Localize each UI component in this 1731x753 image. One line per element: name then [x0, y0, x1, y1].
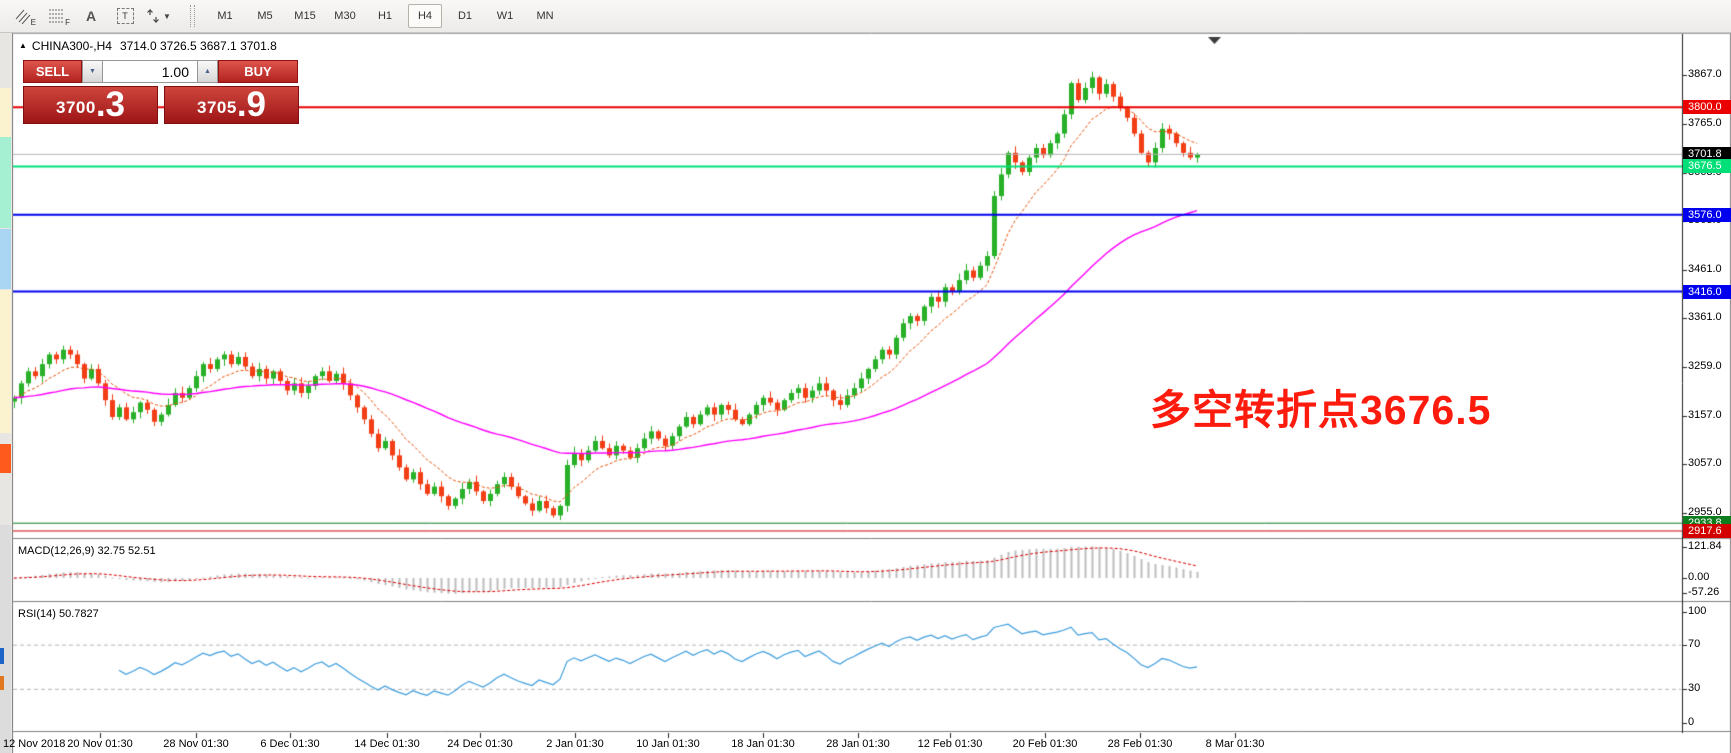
text-label-icon: T	[116, 8, 134, 24]
date-tick-label: 2 Jan 01:30	[546, 738, 604, 750]
price-level-label: 3676.5	[1683, 159, 1731, 174]
tf-button-M1[interactable]: M1	[217, 10, 233, 22]
arrows-icon	[147, 9, 159, 23]
price-tick-label: 3259.0	[1688, 360, 1722, 373]
ohlc-values: 3714.0 3726.5 3687.1 3701.8	[119, 39, 277, 53]
date-tick-label: 28 Jan 01:30	[826, 738, 890, 750]
text-tool-icon: A	[85, 8, 97, 24]
date-tick-label: 28 Feb 01:30	[1107, 738, 1173, 750]
buy-button[interactable]: BUY	[218, 60, 298, 83]
chart-header: ▲ CHINA300-,H4 3714.0 3726.5 3687.1 3701.8	[19, 39, 277, 53]
tf-button-W1[interactable]: W1	[496, 10, 514, 22]
date-tick-label: 14 Dec 01:30	[354, 738, 420, 750]
date-tick-label: 20 Nov 01:30	[67, 738, 133, 750]
tf-button-H1[interactable]: H1	[377, 10, 393, 22]
symbol-timeframe-label: CHINA300-,H4	[31, 39, 112, 53]
macd-tick-label: 0.00	[1688, 571, 1710, 583]
date-tick-label: 6 Dec 01:30	[260, 738, 320, 750]
price-level-label: 3701.8	[1683, 147, 1731, 162]
tool-sub-label: E	[30, 18, 36, 27]
rsi-pane-label: RSI(14) 50.7827	[18, 608, 99, 620]
fibonacci-lines-icon	[49, 9, 63, 23]
price-level-label: 3576.0	[1683, 207, 1731, 222]
volume-increase-button[interactable]: ▲	[197, 60, 218, 83]
toolbar-separator	[190, 5, 195, 27]
sell-price-box[interactable]: 3700.3	[23, 86, 158, 124]
background-window-strip	[0, 32, 13, 753]
toolbar: E F A T ▼ M1 M5 M15 M30 H1 H4 D1 W1 MN	[0, 0, 1731, 33]
one-click-trade-panel: SELL ▼ ▲ BUY 3700.3 3705.9	[23, 60, 299, 124]
tf-button-M30[interactable]: M30	[334, 10, 356, 22]
text-tool-button[interactable]: A	[76, 4, 106, 28]
price-tick-label: 3461.0	[1688, 263, 1722, 275]
rsi-tick-label: 100	[1688, 605, 1707, 617]
price-tick-label: 3157.0	[1688, 409, 1722, 421]
tool-sub-label: F	[65, 18, 70, 27]
price-level-label: 3800.0	[1683, 100, 1731, 115]
arrow-objects-tool-button[interactable]: ▼	[144, 4, 174, 28]
sell-price-frac: .3	[95, 85, 126, 124]
macd-tick-label: 121.84	[1688, 540, 1722, 552]
fibonacci-tool-button[interactable]: F	[42, 4, 72, 28]
price-tick-label: 3057.0	[1688, 457, 1722, 470]
rsi-tick-label: 0	[1688, 716, 1695, 728]
price-tick-label: 3361.0	[1688, 311, 1722, 324]
tf-button-D1[interactable]: D1	[457, 10, 473, 22]
date-tick-label: 18 Jan 01:30	[731, 738, 795, 750]
rsi-tick-label: 70	[1688, 638, 1701, 650]
date-tick-label: 28 Nov 01:30	[163, 738, 229, 750]
tf-button-MN[interactable]: MN	[536, 10, 554, 22]
chart-annotation-text: 多空转折点3676.5	[1150, 387, 1492, 433]
price-tick-label: 3867.0	[1688, 68, 1722, 80]
date-tick-label: 12 Nov 2018	[3, 738, 66, 750]
tf-button-M5[interactable]: M5	[257, 10, 273, 22]
volume-input[interactable]	[103, 60, 197, 83]
tf-button-M15[interactable]: M15	[294, 10, 316, 22]
price-tick-label: 2955.0	[1688, 506, 1722, 519]
date-tick-label: 20 Feb 01:30	[1012, 738, 1078, 750]
rsi-tick-label: 30	[1688, 682, 1701, 694]
channel-lines-icon	[15, 9, 31, 24]
price-level-label: 2917.6	[1683, 523, 1731, 538]
chevron-down-icon: ▼	[163, 11, 171, 21]
buy-price-box[interactable]: 3705.9	[164, 86, 299, 124]
sell-button[interactable]: SELL	[23, 60, 82, 83]
volume-decrease-button[interactable]: ▼	[82, 60, 103, 83]
macd-pane-label: MACD(12,26,9) 32.75 52.51	[18, 545, 156, 557]
macd-tick-label: -57.26	[1688, 586, 1720, 598]
date-tick-label: 8 Mar 01:30	[1205, 738, 1265, 750]
date-tick-label: 12 Feb 01:30	[917, 738, 983, 750]
timeframe-buttons: M1 M5 M15 M30 H1 H4 D1 W1 MN	[205, 4, 565, 28]
price-tick-label: 3765.0	[1688, 116, 1722, 129]
tf-button-H4[interactable]: H4	[408, 4, 442, 28]
sell-price-int: 3700	[55, 98, 96, 117]
triangle-up-icon: ▲	[19, 41, 27, 50]
buy-price-frac: .9	[236, 85, 267, 124]
text-label-tool-button[interactable]: T	[110, 4, 140, 28]
price-level-label: 3416.0	[1683, 284, 1731, 299]
buy-price-int: 3705	[196, 98, 237, 117]
date-tick-label: 24 Dec 01:30	[447, 738, 513, 750]
date-tick-label: 10 Jan 01:30	[636, 738, 700, 750]
equidistant-channel-tool-button[interactable]: E	[8, 4, 38, 28]
